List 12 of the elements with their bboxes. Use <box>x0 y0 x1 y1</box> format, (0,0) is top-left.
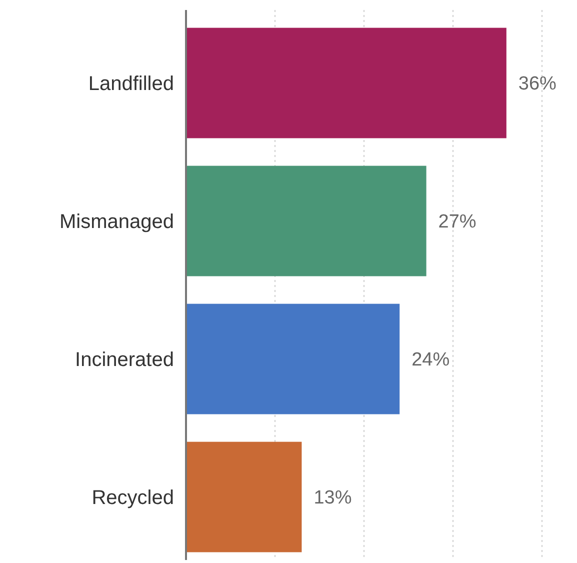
y-tick-label: Recycled <box>92 487 174 509</box>
data-label: 27% <box>438 212 476 233</box>
y-tick-label: Mismanaged <box>59 211 174 233</box>
bar <box>186 166 426 276</box>
bar <box>186 304 400 414</box>
y-tick-label: Landfilled <box>88 73 174 95</box>
bar <box>186 28 506 138</box>
data-label: 24% <box>412 350 450 371</box>
data-label: 13% <box>314 488 352 509</box>
y-tick-label: Incinerated <box>75 349 174 371</box>
bar <box>186 442 302 552</box>
data-label: 36% <box>518 74 557 95</box>
